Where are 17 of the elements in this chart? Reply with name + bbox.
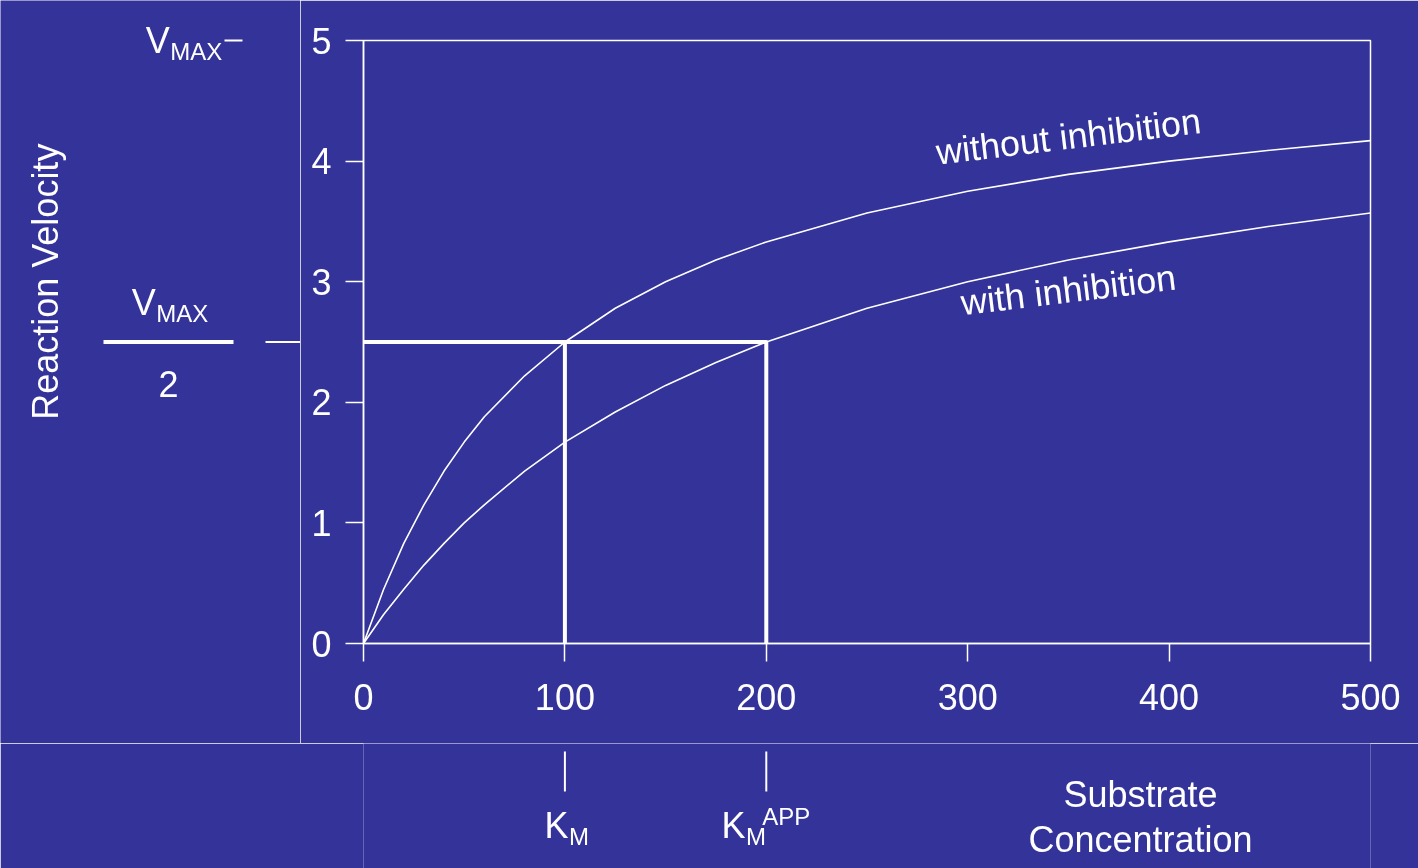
x-tick-label: 400 — [1139, 676, 1200, 718]
y-tick-label: 0 — [311, 623, 332, 665]
x-tick-label: 0 — [353, 676, 374, 718]
text: without inhibition — [932, 100, 1203, 173]
x-tick-label: 100 — [534, 676, 595, 718]
y-tick-label: 3 — [311, 261, 332, 303]
y-tick-label: 5 — [311, 20, 332, 62]
x-axis-title: Substrate Concentration — [1028, 773, 1253, 860]
text: with inhibition — [957, 256, 1179, 324]
y-tick-label: 4 — [311, 141, 332, 183]
x-tick-label: 300 — [937, 676, 998, 718]
text: Reaction Velocity — [25, 143, 66, 420]
y-tick-label: 1 — [311, 502, 332, 544]
text: 2 — [158, 364, 179, 405]
y-tick-label: 2 — [311, 382, 332, 424]
x-tick-label: 500 — [1340, 676, 1401, 718]
x-tick-label: 200 — [736, 676, 797, 718]
